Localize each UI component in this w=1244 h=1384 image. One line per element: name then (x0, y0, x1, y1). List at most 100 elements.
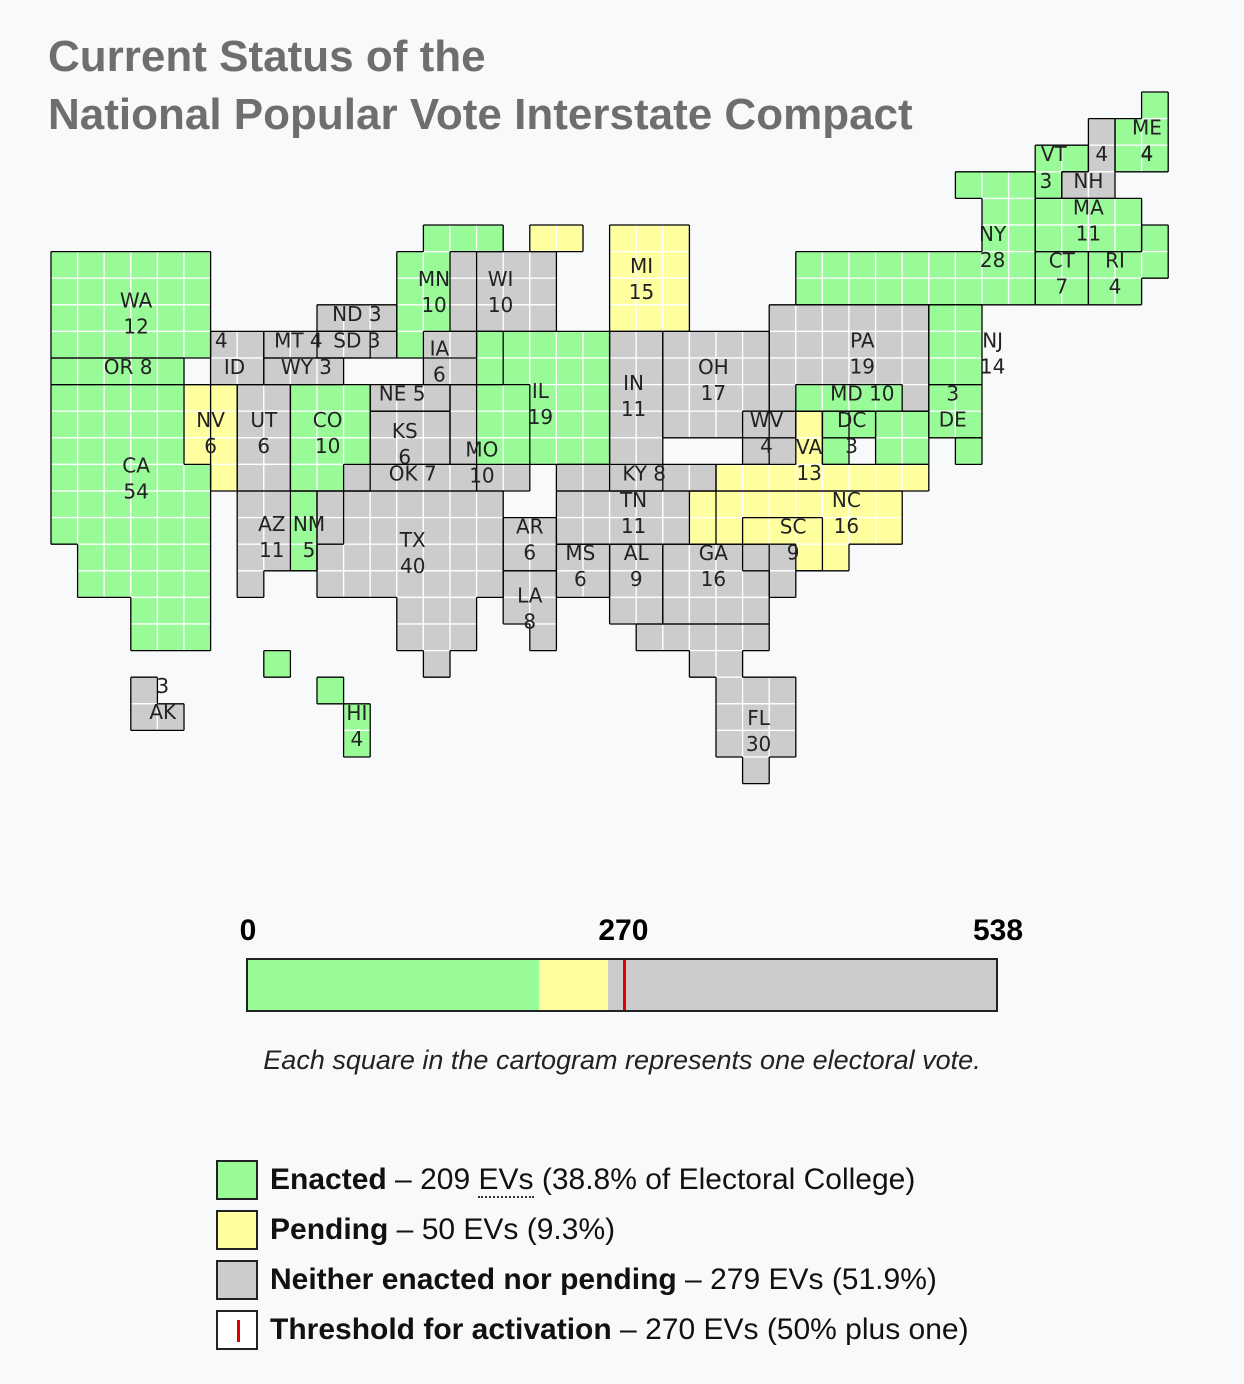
legend-swatch-neither (216, 1260, 258, 1300)
ev-square (396, 437, 425, 466)
ev-square (874, 330, 903, 359)
ev-square (928, 330, 957, 359)
ev-square (130, 437, 159, 466)
ev-square (156, 596, 185, 625)
ev-square (662, 570, 691, 599)
ev-square (635, 330, 664, 359)
ev-square (662, 596, 691, 625)
legend-item-neither: Neither enacted nor pending – 279 EVs (5… (216, 1255, 969, 1305)
state-label-nc: NC 16 (832, 488, 861, 538)
ev-square (422, 516, 451, 545)
state-hi (263, 649, 371, 758)
ev-square (688, 463, 717, 492)
ev-square (156, 463, 185, 492)
legend-swatch-threshold (216, 1310, 258, 1350)
ev-square (1061, 224, 1090, 253)
ev-square (1007, 277, 1036, 306)
ev-square (130, 623, 159, 652)
ev-square (795, 277, 824, 306)
ev-square (741, 623, 770, 652)
ev-square (688, 410, 717, 439)
state-outline-me (1114, 91, 1169, 173)
ev-square (183, 543, 212, 572)
ev-square (156, 623, 185, 652)
ev-square (316, 516, 345, 545)
scale-max-label: 538 (972, 914, 1024, 947)
ev-square (475, 410, 504, 439)
state-de (928, 383, 983, 439)
ev-square (449, 410, 478, 439)
state-label-ks: KS 6 (392, 419, 418, 469)
ev-square (768, 437, 797, 466)
state-outline-hi (263, 649, 371, 758)
ev-square (50, 277, 79, 306)
state-label-va: VA 13 (796, 435, 822, 485)
threshold-mark-icon (237, 1320, 240, 1342)
ev-progress-bar (246, 958, 998, 1012)
ev-square (901, 357, 930, 386)
ev-square (130, 676, 159, 705)
state-label-vt: VT (1041, 142, 1068, 166)
ev-square (874, 490, 903, 519)
ev-square (768, 383, 797, 412)
ev-square (263, 437, 292, 466)
state-label-me: ME 4 (1132, 116, 1162, 166)
ev-square (422, 383, 451, 412)
ev-square (342, 437, 371, 466)
ev-square (422, 410, 451, 439)
ev-square (555, 357, 584, 386)
legend-label: Threshold for activation (270, 1313, 612, 1346)
state-label-oh: OH 17 (698, 355, 729, 405)
ev-square (236, 570, 265, 599)
ev-square (848, 330, 877, 359)
ev-square (635, 304, 664, 333)
ev-square (529, 277, 558, 306)
state-label-wv: WV 4 (750, 408, 784, 458)
ev-square (795, 304, 824, 333)
ev-square (688, 570, 717, 599)
cartogram-note: Each square in the cartogram represents … (263, 1045, 981, 1075)
ev-square (768, 330, 797, 359)
ev-square (608, 596, 637, 625)
ev-square (582, 463, 611, 492)
ev-square (396, 596, 425, 625)
ev-square (156, 516, 185, 545)
ev-square (76, 490, 105, 519)
ev-square (662, 304, 691, 333)
ev-square (502, 330, 531, 359)
ev-square (103, 277, 132, 306)
state-la (502, 570, 558, 652)
state-label-pa: PA 19 (850, 328, 875, 378)
state-label-ma: MA 11 (1073, 195, 1104, 245)
ev-square (848, 250, 877, 279)
ev-square (130, 250, 159, 279)
scale-threshold-label: 270 (598, 914, 649, 947)
ev-square (289, 383, 318, 412)
ev-square (768, 703, 797, 732)
ev-square (874, 410, 903, 439)
ev-square (422, 570, 451, 599)
state-me (1114, 91, 1169, 173)
ev-square (103, 543, 132, 572)
state-outline-ak (130, 676, 185, 732)
ev-square (662, 516, 691, 545)
ev-square (688, 623, 717, 652)
state-label-co: CO 10 (313, 408, 343, 458)
ev-square (662, 543, 691, 572)
bar-threshold-marker (623, 960, 627, 1010)
ev-square (715, 330, 744, 359)
ev-square (76, 570, 105, 599)
ev-square (183, 570, 212, 599)
ev-square (502, 357, 531, 386)
ev-square (954, 437, 983, 466)
ev-square (449, 330, 478, 359)
ev-square (50, 490, 79, 519)
ev-square (635, 516, 664, 545)
state-wi (449, 250, 558, 333)
ev-square (209, 463, 238, 492)
ev-square (954, 357, 983, 386)
ev-square (76, 463, 105, 492)
ev-square (76, 304, 105, 333)
ev-square (608, 224, 637, 253)
state-label-ar: AR 6 (516, 515, 544, 565)
